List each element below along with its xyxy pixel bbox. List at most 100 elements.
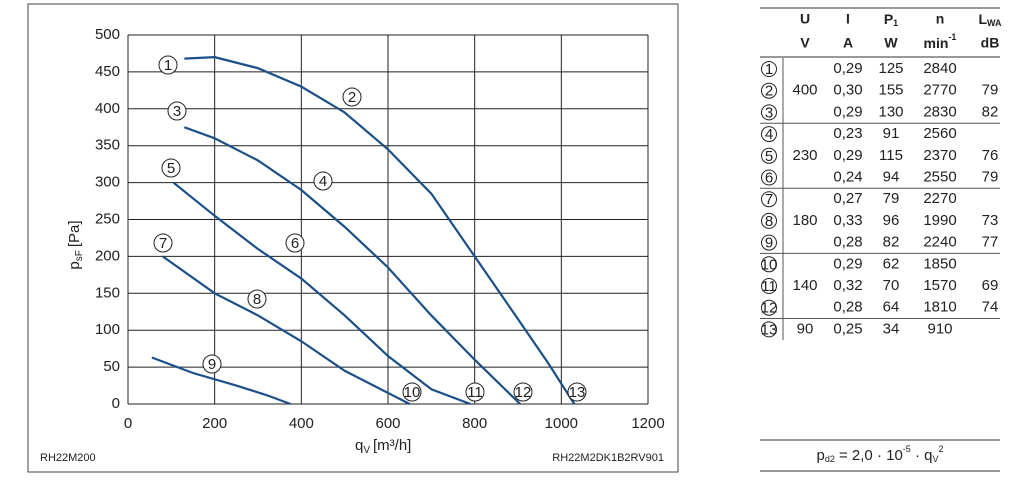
curve-label: 5 [167,160,175,177]
header-main: P [884,11,893,27]
table-cell: 0,32 [833,277,862,294]
row-number: 1 [765,61,773,78]
row-number-circle [761,234,777,251]
y-axis-label-main: p [66,261,83,269]
table-cell: 69 [982,277,999,294]
chart-frame [27,3,679,473]
table-cell: 400 [792,82,817,99]
curve-label-circle [247,289,267,309]
x-tick-label: 600 [375,415,400,432]
y-axis-label: psF [Pa] [66,220,85,269]
y-tick-label: 0 [112,395,120,412]
curve-label-circle [465,382,485,402]
y-tick-label: 250 [95,210,120,227]
curve-label: 12 [515,384,532,401]
curve-label: 11 [467,384,483,401]
table-cell: 0,33 [833,212,862,229]
table-cell: 1990 [923,212,956,229]
header-main: min [924,35,949,51]
x-axis-label-main: q [355,437,363,454]
table-cell: 79 [982,168,999,185]
table-cell: 2560 [923,125,956,142]
table-cell: 130 [878,103,903,120]
curve-label-circle [153,233,173,253]
x-tick-label: 0 [124,415,132,432]
curve-label-circle [285,233,305,253]
table-header: P1 [884,11,898,29]
table-cell: 0,29 [833,255,862,272]
y-tick-label: 100 [95,321,120,338]
y-tick-label: 50 [103,358,120,375]
row-number-circle [761,169,777,186]
table-cell: 2840 [923,60,956,77]
y-tick-label: 500 [95,26,120,43]
formula: pd2 = 2,0 · 10-5 · qV2 [816,444,943,464]
table-cell: 1810 [923,299,956,316]
curve-label: 9 [208,356,216,373]
table-header: n [936,11,945,27]
curve-label: 13 [569,384,586,401]
table-cell: 140 [792,277,817,294]
x-tick-label: 200 [202,415,227,432]
row-number-circle [761,299,777,316]
row-number: 10 [761,256,778,273]
table-cell: 0,25 [833,320,862,337]
x-tick-label: 1000 [545,415,578,432]
table-cell: 2370 [923,147,956,164]
curve [172,181,471,406]
footer-left: RH22M200 [40,452,96,464]
x-axis-label-unit: [m³/h] [373,437,411,454]
table-cell: 62 [883,255,900,272]
y-tick-label: 350 [95,137,120,154]
row-number-circle [761,61,777,77]
table-cell: 0,24 [833,168,862,185]
header-sub: 1 [893,18,898,28]
footer-right: RH22M2DK1B2RV901 [552,452,664,464]
table-cell: 34 [883,320,900,337]
table-cell: 2270 [923,190,956,207]
curve-label: 6 [291,235,299,252]
table-cell: 0,30 [833,82,862,99]
curve-label: 1 [164,57,172,74]
curve-label-circle [513,382,533,402]
table-cell: 0,27 [833,190,862,207]
table-cell: 180 [792,212,817,229]
row-number-circle [761,278,777,294]
curve-label-circle [161,158,181,178]
curve [183,126,521,405]
curve-label-circle [567,382,587,402]
curve-label: 7 [159,235,167,252]
header-sup: -1 [948,32,956,42]
table-cell: 0,29 [833,103,862,120]
y-axis-label-unit: [Pa] [66,220,83,247]
table-cell: 0,23 [833,125,862,142]
table-cell: 0,28 [833,234,862,251]
row-number-circle [761,321,777,338]
row-number: 13 [761,321,778,338]
y-tick-label: 450 [95,63,120,80]
row-number: 2 [765,83,773,100]
curve-label: 4 [319,173,327,190]
table-cell: 125 [878,60,903,77]
formula-part: p [816,447,824,464]
formula-part: · q [911,447,933,464]
table-cell: 2240 [923,234,956,251]
formula-part: = 2,0 · 10 [835,447,903,464]
row-number: 7 [765,191,773,208]
y-tick-label: 300 [95,174,120,191]
table-header: A [843,35,853,51]
table-header: W [884,35,898,51]
table-cell: 115 [879,147,903,164]
table-cell: 77 [982,234,999,251]
table-cell: 0,29 [833,60,862,77]
row-number-circle [761,256,777,273]
table-header: dB [981,35,1000,51]
row-number-circle [761,212,777,229]
curve [151,356,291,406]
curve-label: 10 [404,384,421,401]
curve [162,255,411,405]
table-cell: 1850 [923,255,956,272]
y-tick-label: 200 [95,247,120,264]
row-number: 9 [765,235,773,252]
table-cell: 91 [883,125,900,142]
